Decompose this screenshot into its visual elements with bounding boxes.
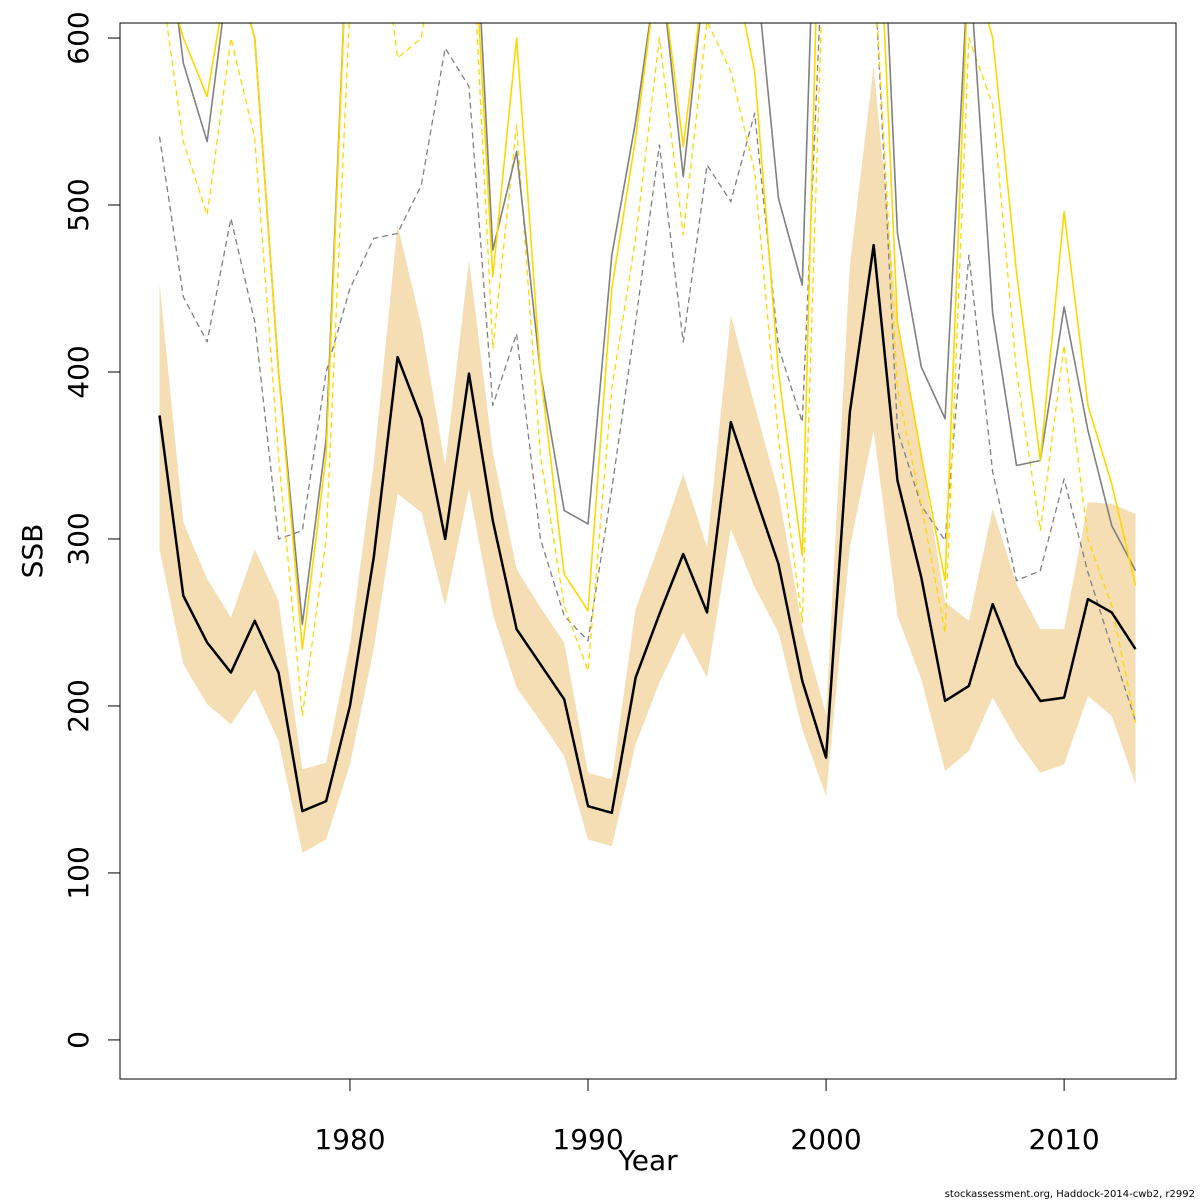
footnote: stockassessment.org, Haddock-2014-cwb2, … [945,1189,1195,1200]
y-axis-label: SSB [16,524,49,579]
confidence-band [159,66,1136,853]
series-line [178,23,1137,650]
y-tick-label: 600 [62,11,95,64]
plot-frame [119,22,1177,1080]
y-tick-label: 500 [62,178,95,231]
y-tick-label: 200 [62,679,95,732]
plot-area [158,23,1137,853]
x-tick-label: 2000 [790,1123,861,1156]
y-tick-label: 300 [62,512,95,565]
x-tick-label: 1980 [314,1123,385,1156]
series-line [158,23,1137,722]
x-tick-label: 2010 [1028,1123,1099,1156]
series-line [158,243,1137,815]
y-tick-label: 0 [62,1031,95,1049]
y-tick-label: 400 [62,345,95,398]
series-line [166,23,1137,723]
x-tick-label: 1990 [552,1123,623,1156]
x-axis-label: Year [617,1144,678,1177]
series-line [177,23,1137,625]
y-tick-label: 100 [62,846,95,899]
